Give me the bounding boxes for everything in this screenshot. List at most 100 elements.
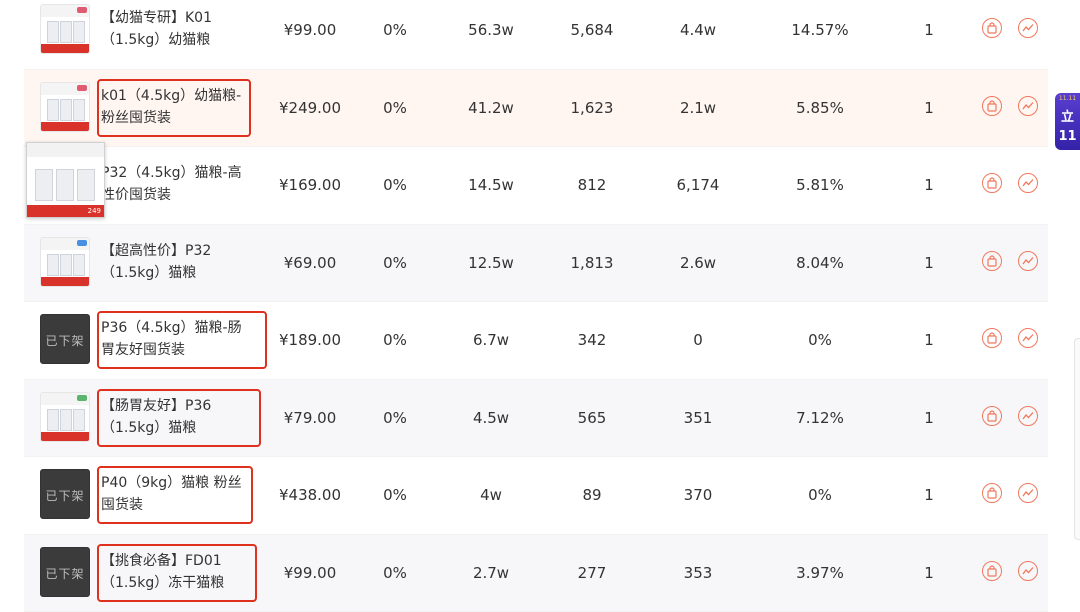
product-table: 【幼猫专研】K01（1.5kg）幼猫粮 ¥99.00 0% 56.3w 5,68…	[24, 0, 1048, 612]
metric-a-cell: 4.5w	[444, 380, 538, 456]
price-cell: ¥79.00	[260, 380, 360, 456]
count-cell: 1	[904, 380, 954, 456]
offline-label: 已下架	[41, 487, 89, 504]
percent-cell: 14.57%	[770, 0, 870, 68]
table-row[interactable]: 已下架 P36（4.5kg）猫粮-肠胃友好囤货装 ¥189.00 0% 6.7w…	[24, 302, 1048, 380]
metric-b-cell: 5,684	[546, 0, 638, 68]
metric-a-cell: 41.2w	[444, 70, 538, 146]
table-row[interactable]: 【肠胃友好】P36（1.5kg）猫粮 ¥79.00 0% 4.5w 565 35…	[24, 380, 1048, 458]
shopping-bag-icon[interactable]	[982, 251, 1002, 271]
trend-chart-icon[interactable]	[1018, 561, 1038, 581]
percent-cell: 8.04%	[770, 225, 870, 301]
product-name[interactable]: 【挑食必备】FD01（1.5kg）冻干猫粮	[101, 550, 251, 594]
percent-cell: 0%	[770, 302, 870, 378]
count-cell: 1	[904, 225, 954, 301]
rate-cell: 0%	[355, 535, 435, 611]
table-row[interactable]: 已下架 【挑食必备】FD01（1.5kg）冻干猫粮 ¥99.00 0% 2.7w…	[24, 535, 1048, 612]
rate-cell: 0%	[355, 0, 435, 68]
rate-cell: 0%	[355, 225, 435, 301]
offline-label: 已下架	[41, 565, 89, 582]
count-cell: 1	[904, 457, 954, 533]
preview-price-label: 249	[27, 205, 104, 217]
metric-c-cell: 351	[652, 380, 744, 456]
metric-a-cell: 6.7w	[444, 302, 538, 378]
table-row[interactable]: P32（4.5kg）猫粮-高性价囤货装 ¥169.00 0% 14.5w 812…	[24, 147, 1048, 225]
metric-b-cell: 342	[546, 302, 638, 378]
side-panel-edge	[1074, 338, 1080, 540]
metric-a-cell: 4w	[444, 457, 538, 533]
percent-cell: 5.81%	[770, 147, 870, 223]
product-name[interactable]: k01（4.5kg）幼猫粮-粉丝囤货装	[101, 85, 251, 129]
metric-c-cell: 0	[652, 302, 744, 378]
product-name[interactable]: 【超高性价】P32（1.5kg）猫粮	[101, 240, 251, 284]
rate-cell: 0%	[355, 380, 435, 456]
price-cell: ¥438.00	[260, 457, 360, 533]
metric-c-cell: 4.4w	[652, 0, 744, 68]
rate-cell: 0%	[355, 302, 435, 378]
trend-chart-icon[interactable]	[1018, 173, 1038, 193]
percent-cell: 5.85%	[770, 70, 870, 146]
trend-chart-icon[interactable]	[1018, 96, 1038, 116]
metric-c-cell: 370	[652, 457, 744, 533]
metric-c-cell: 2.6w	[652, 225, 744, 301]
percent-cell: 3.97%	[770, 535, 870, 611]
product-thumbnail[interactable]	[40, 392, 90, 442]
count-cell: 1	[904, 535, 954, 611]
trend-chart-icon[interactable]	[1018, 328, 1038, 348]
promo-side-banner[interactable]: 11.11 立 11	[1055, 93, 1080, 150]
trend-chart-icon[interactable]	[1018, 406, 1038, 426]
price-cell: ¥169.00	[260, 147, 360, 223]
product-thumbnail[interactable]	[40, 82, 90, 132]
metric-b-cell: 1,813	[546, 225, 638, 301]
product-name[interactable]: P40（9kg）猫粮 粉丝囤货装	[101, 472, 251, 516]
thumbnail-preview: 249	[26, 142, 105, 218]
product-thumbnail[interactable]: 已下架	[40, 469, 90, 519]
shopping-bag-icon[interactable]	[982, 483, 1002, 503]
rate-cell: 0%	[355, 147, 435, 223]
metric-b-cell: 565	[546, 380, 638, 456]
count-cell: 1	[904, 147, 954, 223]
product-thumbnail[interactable]	[40, 237, 90, 287]
price-cell: ¥99.00	[260, 0, 360, 68]
metric-b-cell: 89	[546, 457, 638, 533]
table-row[interactable]: 【幼猫专研】K01（1.5kg）幼猫粮 ¥99.00 0% 56.3w 5,68…	[24, 0, 1048, 70]
metric-a-cell: 2.7w	[444, 535, 538, 611]
metric-c-cell: 2.1w	[652, 70, 744, 146]
metric-b-cell: 812	[546, 147, 638, 223]
product-thumbnail[interactable]	[40, 4, 90, 54]
rate-cell: 0%	[355, 457, 435, 533]
trend-chart-icon[interactable]	[1018, 251, 1038, 271]
metric-c-cell: 6,174	[652, 147, 744, 223]
price-cell: ¥249.00	[260, 70, 360, 146]
product-name[interactable]: 【幼猫专研】K01（1.5kg）幼猫粮	[101, 7, 251, 51]
product-name[interactable]: 【肠胃友好】P36（1.5kg）猫粮	[101, 395, 251, 439]
metric-a-cell: 56.3w	[444, 0, 538, 68]
product-thumbnail[interactable]: 已下架	[40, 314, 90, 364]
price-cell: ¥189.00	[260, 302, 360, 378]
count-cell: 1	[904, 302, 954, 378]
product-name[interactable]: P36（4.5kg）猫粮-肠胃友好囤货装	[101, 317, 251, 361]
shopping-bag-icon[interactable]	[982, 561, 1002, 581]
shopping-bag-icon[interactable]	[982, 96, 1002, 116]
metric-a-cell: 14.5w	[444, 147, 538, 223]
trend-chart-icon[interactable]	[1018, 18, 1038, 38]
count-cell: 1	[904, 70, 954, 146]
shopping-bag-icon[interactable]	[982, 173, 1002, 193]
shopping-bag-icon[interactable]	[982, 406, 1002, 426]
metric-b-cell: 1,623	[546, 70, 638, 146]
product-thumbnail[interactable]: 已下架	[40, 547, 90, 597]
product-name[interactable]: P32（4.5kg）猫粮-高性价囤货装	[101, 162, 251, 206]
metric-b-cell: 277	[546, 535, 638, 611]
rate-cell: 0%	[355, 70, 435, 146]
table-row[interactable]: k01（4.5kg）幼猫粮-粉丝囤货装 ¥249.00 0% 41.2w 1,6…	[24, 70, 1048, 148]
trend-chart-icon[interactable]	[1018, 483, 1038, 503]
metric-a-cell: 12.5w	[444, 225, 538, 301]
table-row[interactable]: 已下架 P40（9kg）猫粮 粉丝囤货装 ¥438.00 0% 4w 89 37…	[24, 457, 1048, 535]
shopping-bag-icon[interactable]	[982, 328, 1002, 348]
count-cell: 1	[904, 0, 954, 68]
price-cell: ¥69.00	[260, 225, 360, 301]
table-row[interactable]: 【超高性价】P32（1.5kg）猫粮 ¥69.00 0% 12.5w 1,813…	[24, 225, 1048, 303]
shopping-bag-icon[interactable]	[982, 18, 1002, 38]
metric-c-cell: 353	[652, 535, 744, 611]
offline-label: 已下架	[41, 332, 89, 349]
